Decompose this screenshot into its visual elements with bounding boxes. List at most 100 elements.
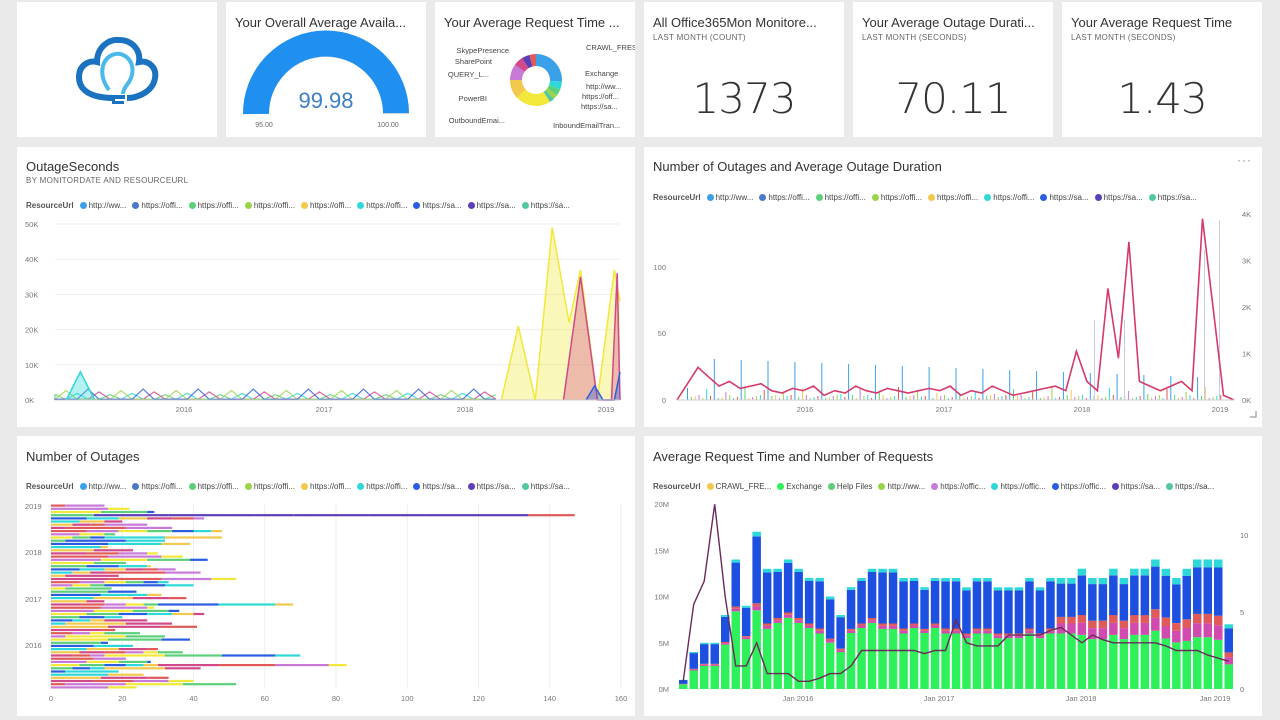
legend-item[interactable]: https://sa... <box>521 201 570 210</box>
outage-bar-segment <box>104 581 126 584</box>
legend-item[interactable]: https://sa... <box>467 482 516 491</box>
legend-item[interactable]: https://offic... <box>991 482 1046 491</box>
outage-bar <box>828 397 830 400</box>
legend-item[interactable]: http://ww... <box>706 193 754 202</box>
stack-segment <box>783 614 793 618</box>
availability-gauge-tile[interactable]: Your Overall Average Availa... 99.98 95.… <box>226 2 426 137</box>
outage-bar-segment <box>79 616 105 619</box>
legend-item[interactable]: https://sa... <box>1148 193 1197 202</box>
outage-bar-segment <box>143 581 158 584</box>
legend-item[interactable]: https://offic... <box>1051 482 1106 491</box>
legend-item[interactable]: https://sa... <box>413 482 462 491</box>
legend-label: https://sa... <box>1120 482 1161 491</box>
outage-bar <box>1070 390 1072 400</box>
num-outages-tile[interactable]: Number of Outages ResourceUrl http://ww..… <box>17 436 635 716</box>
legend-item[interactable]: https://offi... <box>301 201 351 210</box>
legend-item[interactable]: https://offi... <box>815 193 866 202</box>
legend-item[interactable]: http://ww... <box>878 482 925 491</box>
outage-bar-segment <box>86 530 119 533</box>
outage-bar-segment <box>168 514 201 517</box>
stack-segment <box>783 559 793 563</box>
legend-item[interactable]: CRAWL_FRE... <box>706 482 771 491</box>
logo-tile[interactable] <box>17 2 217 137</box>
x-tick-label: 2019 <box>598 405 615 414</box>
outage-bar <box>1062 372 1064 400</box>
outage-bar <box>1139 396 1141 400</box>
outage-duration-card-tile[interactable]: Your Average Outage Durati... LAST MONTH… <box>853 2 1053 137</box>
legend-item[interactable]: https://offi... <box>928 193 978 202</box>
stack-segment <box>1193 567 1202 614</box>
stack-segment <box>1130 623 1139 635</box>
stack-segment <box>710 664 719 666</box>
legend-dot <box>467 483 475 490</box>
legend-item[interactable]: https://offi... <box>871 193 922 202</box>
monitors-card-tile[interactable]: All Office365Mon Monitore... LAST MONTH … <box>644 2 844 137</box>
legend-item[interactable]: https://offi... <box>984 193 1034 202</box>
more-options-icon[interactable]: ··· <box>1237 153 1252 167</box>
legend-item[interactable]: https://offi... <box>357 201 407 210</box>
stack-segment <box>731 559 740 563</box>
legend-item[interactable]: https://sa... <box>521 482 570 491</box>
legend-item[interactable]: https://offi... <box>357 482 407 491</box>
stack-segment <box>1088 620 1097 628</box>
legend-item[interactable]: https://offic... <box>931 482 985 491</box>
legend-label: http://ww... <box>715 193 754 202</box>
stack-segment <box>1067 616 1076 624</box>
stack-segment <box>1109 568 1118 576</box>
stack-segment <box>752 531 761 537</box>
outage-bar <box>1105 397 1107 400</box>
legend-item[interactable]: Help Files <box>827 482 872 491</box>
legend-item[interactable]: https://offi... <box>244 482 295 491</box>
outage-seconds-tile[interactable]: OutageSeconds BY MONITORDATE AND RESOURC… <box>17 147 635 427</box>
stack-segment <box>899 630 908 634</box>
outage-bar <box>794 362 796 400</box>
legend-item[interactable]: https://offi... <box>132 482 183 491</box>
stack-segment <box>1224 652 1233 658</box>
outage-bar-segment <box>93 597 133 600</box>
outage-bar-segment <box>425 514 479 517</box>
legend-dot <box>706 194 714 201</box>
outage-bar-segment <box>118 648 148 651</box>
legend-item[interactable]: https://sa... <box>1166 482 1214 491</box>
legend-item[interactable]: https://offi... <box>301 482 351 491</box>
req-time-count-tile[interactable]: Average Request Time and Number of Reque… <box>644 436 1262 716</box>
legend-item[interactable]: https://offi... <box>132 201 183 210</box>
outage-bar-segment <box>79 581 105 584</box>
stack-segment <box>762 628 772 689</box>
legend-item[interactable]: https://offi... <box>188 201 239 210</box>
legend-item[interactable]: http://ww... <box>79 201 126 210</box>
request-time-card-tile[interactable]: Your Average Request Time LAST MONTH (SE… <box>1062 2 1262 137</box>
outage-bar-segment <box>51 577 108 581</box>
outage-bar-segment <box>104 520 123 523</box>
legend-item[interactable]: http://ww... <box>79 482 126 491</box>
outage-bar <box>917 390 919 400</box>
outage-bar-segment <box>147 606 155 609</box>
donut-label: PowerBI <box>459 94 487 103</box>
outages-duration-tile[interactable]: Number of Outages and Average Outage Dur… <box>644 147 1262 427</box>
stack-segment <box>1172 630 1181 643</box>
legend-item[interactable]: https://sa... <box>1111 482 1161 491</box>
tile-title: Your Average Outage Durati... <box>862 15 1035 30</box>
legend-item[interactable]: https://offi... <box>759 193 810 202</box>
legend-item[interactable]: https://sa... <box>467 201 516 210</box>
legend-dot <box>132 483 140 490</box>
legend-item[interactable]: https://offi... <box>244 201 295 210</box>
outage-bar-segment <box>211 577 237 581</box>
legend-item[interactable]: https://sa... <box>413 201 462 210</box>
y-tick-label: 50K <box>25 220 38 229</box>
request-time-donut-tile[interactable]: Your Average Request Time ... CRAWL_FRES… <box>435 2 635 137</box>
stack-segment <box>700 664 709 666</box>
outage-bar <box>1204 250 1205 400</box>
legend-item[interactable]: Exchange <box>777 482 822 491</box>
stack-segment <box>783 563 793 613</box>
outage-bar-segment <box>143 603 158 606</box>
stack-segment <box>752 603 761 607</box>
legend-item[interactable]: https://sa... <box>1094 193 1143 202</box>
outage-bar-segment <box>165 536 222 539</box>
outage-bar-segment <box>157 568 176 571</box>
legend-item[interactable]: https://sa... <box>1040 193 1089 202</box>
legend-item[interactable]: https://offi... <box>188 482 239 491</box>
stack-segment <box>1203 623 1212 638</box>
stack-segment <box>1203 559 1212 568</box>
outage-bar-segment <box>275 664 329 667</box>
